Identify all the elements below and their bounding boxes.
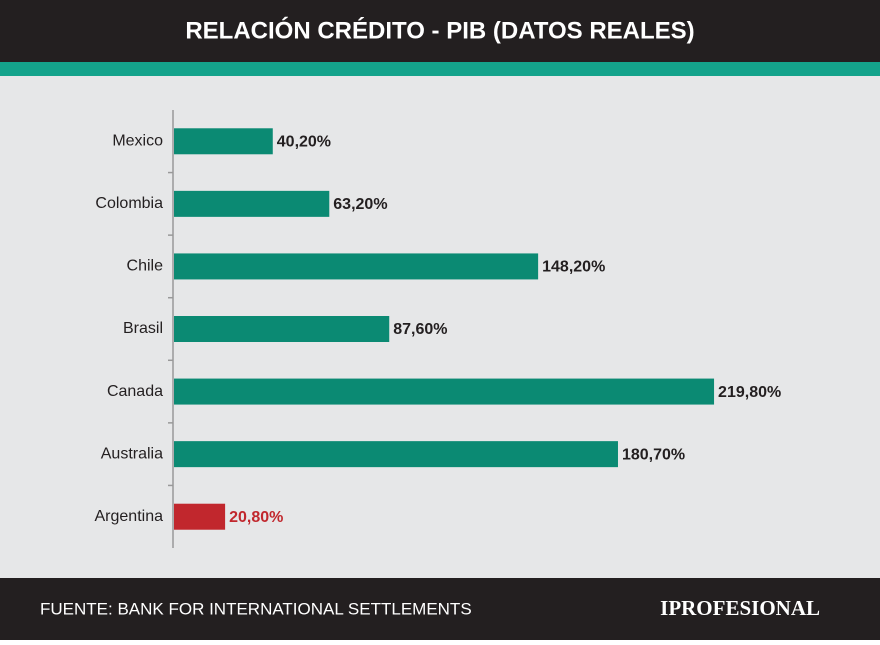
footer xyxy=(0,578,880,640)
value-label: 148,20% xyxy=(542,259,605,276)
brand-logo: IPROFESIONAL xyxy=(660,596,820,620)
source: FUENTE: BANK FOR INTERNATIONAL SETTLEMEN… xyxy=(40,599,472,618)
bar xyxy=(174,378,715,405)
category-label: Chile xyxy=(127,258,164,275)
chart-title: RELACIÓN CRÉDITO - PIB (DATOS REALES) xyxy=(185,16,694,44)
category-label: Mexico xyxy=(112,133,163,150)
header xyxy=(0,0,880,62)
category-label: Argentina xyxy=(95,508,164,525)
category-label: Canada xyxy=(107,383,163,400)
bar xyxy=(174,503,226,530)
value-label: 20,80% xyxy=(229,509,283,526)
header-stripe xyxy=(0,62,880,76)
category-label: Australia xyxy=(101,445,163,462)
bar xyxy=(174,190,330,217)
category-label: Colombia xyxy=(95,195,163,212)
value-label: 87,60% xyxy=(393,321,447,338)
value-label: 180,70% xyxy=(622,446,685,463)
bar xyxy=(174,128,273,155)
bar xyxy=(174,253,539,280)
bar xyxy=(174,316,390,342)
bar xyxy=(174,441,618,468)
category-label: Brasil xyxy=(123,320,163,337)
value-label: 63,20% xyxy=(333,196,387,213)
value-label: 219,80% xyxy=(718,384,781,401)
value-label: 40,20% xyxy=(277,134,331,151)
